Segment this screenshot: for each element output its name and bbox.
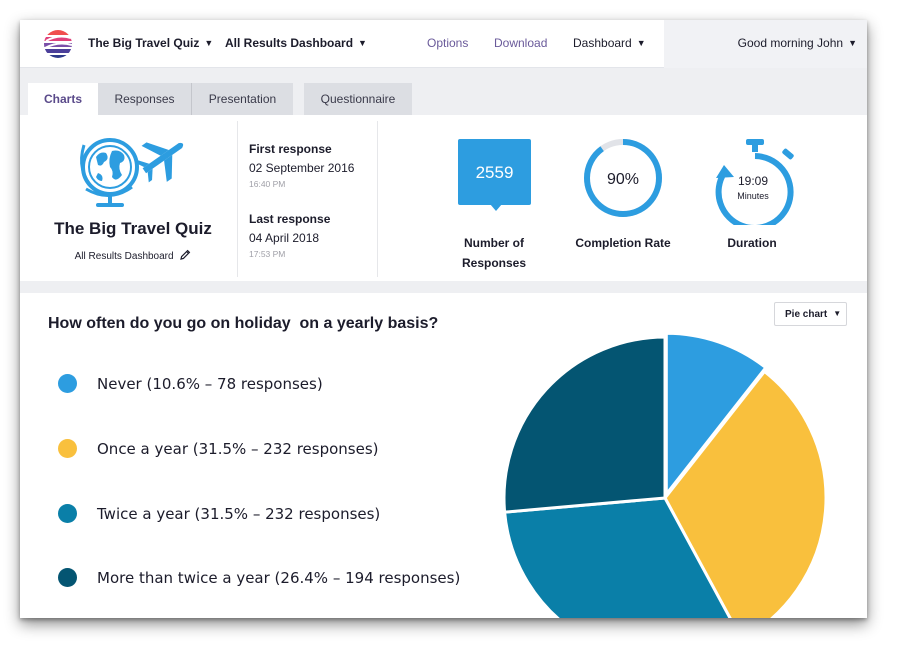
user-greeting[interactable]: Good morning John ▼ xyxy=(738,36,857,50)
question-card: How often do you go on holiday on a year… xyxy=(20,293,867,618)
stopwatch-icon xyxy=(715,139,794,225)
legend-swatch xyxy=(58,374,77,393)
dashboard-menu[interactable]: Dashboard ▼ xyxy=(573,36,646,50)
options-link[interactable]: Options xyxy=(427,36,469,50)
first-response-date: 02 September 2016 xyxy=(249,161,355,175)
legend-label: Twice a year (31.5% – 232 responses) xyxy=(97,505,381,523)
responses-count: 2559 xyxy=(475,163,514,182)
user-menu[interactable]: Good morning John ▼ xyxy=(664,20,867,68)
section-gap xyxy=(20,281,867,293)
globe-icon xyxy=(80,138,184,207)
pie-slice-twice-a-year[interactable] xyxy=(502,496,742,618)
completion-rate-value: 90% xyxy=(606,171,640,188)
completion-ring xyxy=(584,139,662,217)
pie-chart xyxy=(502,331,828,618)
chevron-down-icon: ▼ xyxy=(636,38,646,48)
legend-label: Once a year (31.5% – 232 responses) xyxy=(97,440,379,458)
pencil-icon[interactable] xyxy=(179,249,191,261)
tab-responses[interactable]: Responses xyxy=(98,83,191,115)
badge-pointer xyxy=(490,204,502,211)
dashboard-name-label: All Results Dashboard xyxy=(74,251,174,262)
completion-rate-label: Completion Rate xyxy=(575,236,671,250)
duration-label: Duration xyxy=(727,236,777,250)
legend-swatch xyxy=(58,504,77,523)
duration-unit: Minutes xyxy=(737,191,769,201)
responses-label: Number of Responses xyxy=(434,233,554,273)
chevron-down-icon: ▼ xyxy=(833,309,842,318)
last-response-date: 04 April 2018 xyxy=(249,231,320,245)
legend-label: Never (10.6% – 78 responses) xyxy=(97,375,323,393)
pie-slice-more-than-twice-a-year[interactable] xyxy=(502,335,667,514)
top-navigation-bar: The Big Travel Quiz ▼ All Results Dashboa… xyxy=(20,20,867,68)
responses-label-line1: Number of xyxy=(464,236,524,250)
tab-questionnaire[interactable]: Questionnaire xyxy=(304,83,412,115)
chart-type-select-label: Pie chart xyxy=(785,309,828,320)
question-title: How often do you go on holiday on a year… xyxy=(48,315,439,332)
chevron-down-icon: ▼ xyxy=(358,38,367,48)
legend-swatch xyxy=(58,439,77,458)
last-response-label: Last response xyxy=(249,212,331,226)
tab-charts[interactable]: Charts xyxy=(28,83,98,115)
panel-divider xyxy=(377,121,378,277)
dashboard-menu-label: Dashboard xyxy=(573,36,632,50)
panel-divider xyxy=(237,121,238,277)
chevron-down-icon: ▼ xyxy=(848,38,857,48)
summary-panel: The Big Travel Quiz All Results Dashboar… xyxy=(20,115,867,281)
dashboard-name[interactable]: All Results Dashboard xyxy=(30,249,236,262)
chevron-down-icon: ▼ xyxy=(204,38,214,48)
quiz-menu-label: The Big Travel Quiz xyxy=(88,36,200,50)
app-window: The Big Travel Quiz ▼ All Results Dashboa… xyxy=(20,20,867,618)
first-response-label: First response xyxy=(249,142,332,156)
pie-slice-never[interactable] xyxy=(664,331,768,499)
tab-presentation[interactable]: Presentation xyxy=(192,83,293,115)
brand-logo-icon[interactable] xyxy=(42,28,74,60)
first-response-time: 16:40 PM xyxy=(249,179,286,189)
download-link[interactable]: Download xyxy=(494,36,548,50)
user-greeting-label: Good morning John xyxy=(737,36,844,50)
airplane-icon xyxy=(134,142,184,183)
dashboard-selector[interactable]: All Results Dashboard ▼ xyxy=(225,36,367,50)
dashboard-selector-label: All Results Dashboard xyxy=(225,36,354,50)
responses-count-badge: 2559 xyxy=(458,139,531,205)
tab-divider xyxy=(191,83,192,115)
quiz-menu[interactable]: The Big Travel Quiz ▼ xyxy=(88,36,213,50)
legend-label: More than twice a year (26.4% – 194 resp… xyxy=(97,569,461,587)
quiz-title: The Big Travel Quiz xyxy=(54,219,212,238)
chart-type-select[interactable]: Pie chart ▼ xyxy=(774,302,847,326)
legend-swatch xyxy=(58,568,77,587)
tab-strip: Charts Responses Presentation Questionna… xyxy=(20,68,867,115)
last-response-time: 17:53 PM xyxy=(249,249,286,259)
duration-value: 19:09 xyxy=(737,174,769,188)
responses-label-line2: Responses xyxy=(461,256,527,270)
pie-slice-once-a-year[interactable] xyxy=(663,369,828,618)
